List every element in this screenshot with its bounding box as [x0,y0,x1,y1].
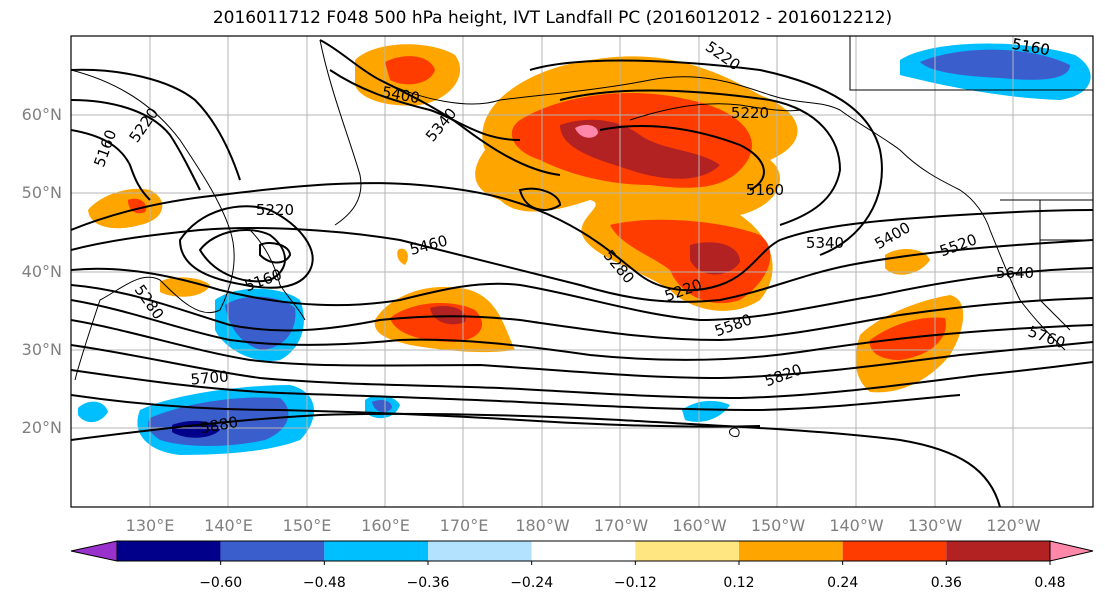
latitude-label: 40°N [22,262,62,281]
colorbar-outline [116,540,1051,562]
colorbar-tick-label: 0.24 [827,575,858,591]
latitude-label: 60°N [22,105,62,124]
latitude-label: 30°N [22,340,62,359]
colorbar-bin [842,541,947,561]
colorbar-tick-label: −0.48 [303,575,346,591]
longitude-label: 140°E [204,516,253,535]
latitude-label: 50°N [22,183,62,202]
colorbar-extend-high [1049,540,1094,562]
colorbar-tick-label: −0.60 [199,575,242,591]
longitude-label: 120°W [986,516,1041,535]
longitude-label: 170°W [594,516,649,535]
map-title: 2016011712 F048 500 hPa height, IVT Land… [212,8,893,28]
longitude-label: 150°E [283,516,332,535]
contour-label: 5700 [190,367,230,388]
longitude-label: 160°W [672,516,727,535]
coastlines [71,36,1093,437]
colorbar-bin [635,541,739,561]
colorbar-bin [531,541,636,561]
colorbar [70,540,1094,562]
contour-label: 5640 [996,264,1034,282]
longitude-label: 180°W [515,516,570,535]
height-contours [71,39,1093,507]
graticule [71,36,1093,507]
longitude-label: 130°E [126,516,175,535]
colorbar-bin [428,541,532,561]
longitude-labels: 130°E 140°E 150°E 160°E 170°E 180°W 170°W 160°W… [126,516,1041,535]
ivt-darkred-region-gulf [560,119,720,179]
ivt-red-region-south [610,219,771,304]
colorbar-bin [739,541,843,561]
colorbar-tick-labels: −0.60 −0.48 −0.36 −0.24 −0.12 0.12 0.24 0.36 0.4… [199,561,1066,591]
longitude-label: 170°E [440,516,489,535]
longitude-label: 150°W [751,516,806,535]
ivt-pink-core [575,124,598,138]
latitude-labels: 60°N 50°N 40°N 30°N 20°N [22,105,62,437]
contour-label: 5220 [731,104,769,122]
colorbar-bin [117,541,221,561]
longitude-label: 160°E [361,516,410,535]
colorbar-bin [946,541,1050,561]
latitude-label: 20°N [22,418,62,437]
ivt-shading [78,43,1091,455]
contour-label: 5160 [746,181,784,199]
colorbar-extend-low [70,540,118,562]
colorbar-tick-label: 0.12 [723,575,754,591]
longitude-label: 130°W [908,516,963,535]
colorbar-tick-label: −0.24 [510,575,553,591]
map-border [70,35,1094,508]
colorbar-bin [220,541,325,561]
colorbar-tick-label: 0.48 [1034,575,1065,591]
colorbar-tick-label: 0.36 [931,575,962,591]
colorbar-bin [324,541,428,561]
contour-label: 5220 [256,201,294,219]
colorbar-tick-label: −0.12 [614,575,657,591]
longitude-label: 140°W [829,516,884,535]
colorbar-tick-label: −0.36 [407,575,450,591]
ivt-darkred-south [690,242,740,275]
contour-label: 5340 [806,234,844,252]
ivt-positive-west [88,188,163,229]
